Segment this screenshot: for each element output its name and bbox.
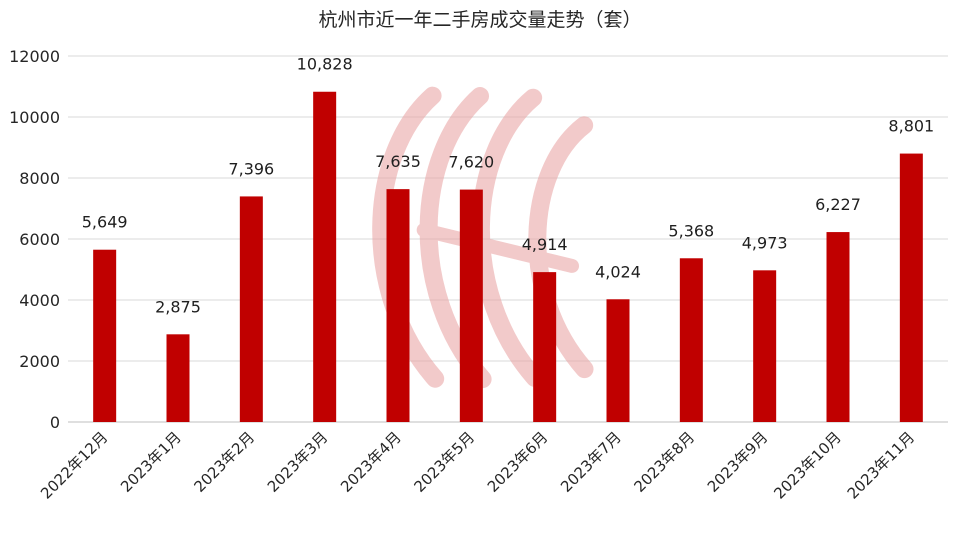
gridlines — [68, 55, 948, 423]
bar — [313, 91, 337, 422]
y-tick-label: 6000 — [19, 230, 60, 249]
y-tick-label: 10000 — [9, 108, 60, 127]
x-tick-label: 2023年1月 — [117, 428, 185, 496]
bar — [899, 153, 923, 422]
data-label: 7,635 — [375, 152, 421, 171]
watermark-stroke — [528, 116, 594, 379]
data-label: 4,914 — [522, 235, 568, 254]
bar — [753, 270, 777, 422]
y-tick-label: 4000 — [19, 291, 60, 310]
x-tick-label: 2023年10月 — [770, 428, 844, 502]
y-tick-label: 2000 — [19, 352, 60, 371]
x-tick-label: 2023年2月 — [190, 428, 258, 496]
bar — [386, 189, 410, 422]
x-tick-label: 2023年9月 — [704, 428, 772, 496]
data-label: 10,828 — [297, 55, 353, 74]
x-tick-label: 2023年4月 — [337, 428, 405, 496]
data-label: 4,973 — [742, 233, 788, 252]
watermark-stroke — [372, 86, 445, 388]
watermark-stroke — [416, 223, 580, 273]
bar — [459, 189, 483, 422]
x-tick-label: 2023年11月 — [844, 428, 918, 502]
data-label: 7,396 — [228, 159, 274, 178]
x-tick-label: 2023年6月 — [484, 428, 552, 496]
x-tick-label: 2022年12月 — [37, 428, 111, 502]
bar — [679, 258, 703, 422]
bar — [166, 334, 190, 422]
y-tick-label: 8000 — [19, 169, 60, 188]
y-tick-label: 12000 — [9, 47, 60, 66]
bar — [606, 299, 630, 422]
bar — [826, 232, 850, 422]
data-label: 6,227 — [815, 195, 861, 214]
x-tick-label: 2023年5月 — [410, 428, 478, 496]
x-axis: 2022年12月 2023年1月 2023年2月 2023年3月 2023年4月 2023… — [37, 428, 918, 502]
bar — [239, 196, 263, 422]
data-label: 4,024 — [595, 262, 641, 281]
y-tick-label: 0 — [50, 413, 60, 432]
data-label: 8,801 — [888, 117, 934, 136]
bar — [93, 249, 117, 422]
data-label: 5,368 — [668, 221, 714, 240]
x-tick-label: 2023年3月 — [264, 428, 332, 496]
data-label: 7,620 — [448, 153, 494, 172]
bars — [93, 91, 923, 422]
x-tick-label: 2023年7月 — [557, 428, 625, 496]
y-axis: 0 2000 4000 6000 8000 10000 12000 — [9, 47, 60, 432]
data-label: 5,649 — [82, 213, 128, 232]
chart-title: 杭州市近一年二手房成交量走势（套） — [318, 9, 641, 31]
data-labels: 5,649 2,875 7,396 10,828 7,635 7,620 4,914 4,02… — [82, 55, 934, 317]
bar — [533, 272, 557, 422]
x-tick-label: 2023年8月 — [630, 428, 698, 496]
data-label: 2,875 — [155, 297, 201, 316]
